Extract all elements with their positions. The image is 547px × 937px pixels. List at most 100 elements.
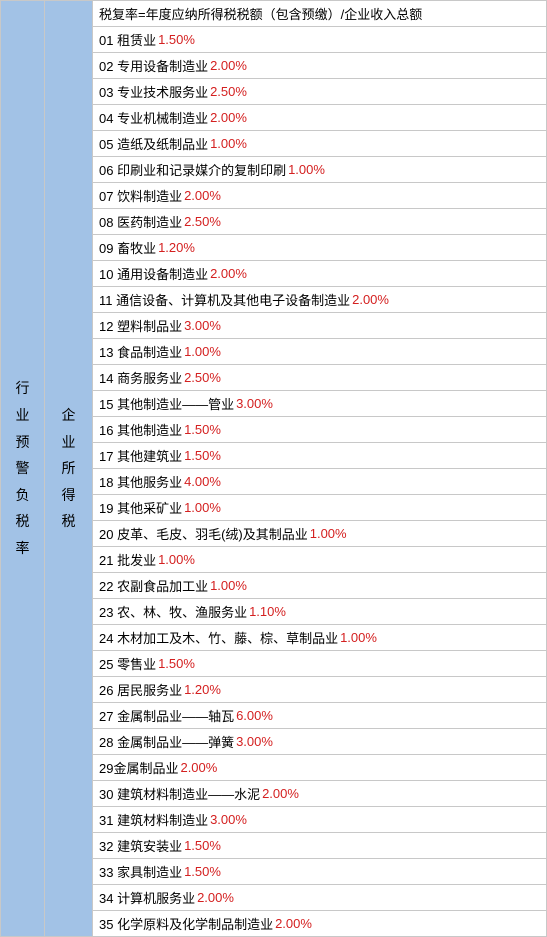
row-label: 11 通信设备、计算机及其他电子设备制造业 bbox=[99, 290, 350, 309]
row-rate: 2.50% bbox=[184, 370, 221, 385]
vertical-char: 率 bbox=[16, 535, 30, 562]
tax-type-column: 企业所得税 bbox=[44, 0, 92, 937]
table-row: 22 农副食品加工业 1.00% bbox=[92, 572, 547, 598]
table-row: 28 金属制品业——弹簧 3.00% bbox=[92, 728, 547, 754]
row-rate: 2.00% bbox=[197, 890, 234, 905]
row-label: 08 医药制造业 bbox=[99, 212, 182, 231]
vertical-char: 税 bbox=[16, 508, 30, 535]
table-row: 17 其他建筑业 1.50% bbox=[92, 442, 547, 468]
row-label: 12 塑料制品业 bbox=[99, 316, 182, 335]
vertical-char: 负 bbox=[16, 482, 30, 509]
table-row: 04 专业机械制造业 2.00% bbox=[92, 104, 547, 130]
row-label: 34 计算机服务业 bbox=[99, 888, 195, 907]
row-rate: 2.00% bbox=[262, 786, 299, 801]
row-rate: 1.50% bbox=[184, 422, 221, 437]
vertical-char: 警 bbox=[16, 455, 30, 482]
category-label-column: 行业预警负税率 bbox=[0, 0, 44, 937]
row-rate: 1.00% bbox=[210, 136, 247, 151]
row-rate: 2.50% bbox=[210, 84, 247, 99]
vertical-char: 业 bbox=[62, 429, 76, 456]
row-label: 05 造纸及纸制品业 bbox=[99, 134, 208, 153]
row-label: 09 畜牧业 bbox=[99, 238, 156, 257]
row-label: 29金属制品业 bbox=[99, 758, 178, 777]
table-row: 13 食品制造业 1.00% bbox=[92, 338, 547, 364]
table-row: 15 其他制造业——管业 3.00% bbox=[92, 390, 547, 416]
row-rate: 2.00% bbox=[180, 760, 217, 775]
row-label: 15 其他制造业——管业 bbox=[99, 394, 234, 413]
row-label: 23 农、林、牧、渔服务业 bbox=[99, 602, 247, 621]
row-rate: 1.00% bbox=[310, 526, 347, 541]
row-rate: 1.00% bbox=[288, 162, 325, 177]
table-row: 06 印刷业和记录媒介的复制印刷 1.00% bbox=[92, 156, 547, 182]
row-rate: 1.20% bbox=[158, 240, 195, 255]
vertical-char: 预 bbox=[16, 429, 30, 456]
formula-header: 税复率=年度应纳所得税税额（包含预缴）/企业收入总额 bbox=[92, 0, 547, 26]
row-label: 32 建筑安装业 bbox=[99, 836, 182, 855]
row-rate: 2.00% bbox=[210, 110, 247, 125]
table-row: 05 造纸及纸制品业 1.00% bbox=[92, 130, 547, 156]
row-rate: 3.00% bbox=[184, 318, 221, 333]
row-label: 03 专业技术服务业 bbox=[99, 82, 208, 101]
row-rate: 1.50% bbox=[184, 864, 221, 879]
row-label: 07 饮料制造业 bbox=[99, 186, 182, 205]
table-row: 24 木材加工及木、竹、藤、棕、草制品业 1.00% bbox=[92, 624, 547, 650]
row-rate: 1.00% bbox=[184, 500, 221, 515]
row-label: 26 居民服务业 bbox=[99, 680, 182, 699]
table-row: 21 批发业 1.00% bbox=[92, 546, 547, 572]
row-label: 28 金属制品业——弹簧 bbox=[99, 732, 234, 751]
table-row: 33 家具制造业 1.50% bbox=[92, 858, 547, 884]
table-row: 23 农、林、牧、渔服务业 1.10% bbox=[92, 598, 547, 624]
row-rate: 2.00% bbox=[210, 58, 247, 73]
row-label: 13 食品制造业 bbox=[99, 342, 182, 361]
row-label: 21 批发业 bbox=[99, 550, 156, 569]
table-row: 11 通信设备、计算机及其他电子设备制造业 2.00% bbox=[92, 286, 547, 312]
row-label: 33 家具制造业 bbox=[99, 862, 182, 881]
row-label: 19 其他采矿业 bbox=[99, 498, 182, 517]
row-label: 17 其他建筑业 bbox=[99, 446, 182, 465]
vertical-char: 得 bbox=[62, 482, 76, 509]
row-rate: 1.50% bbox=[184, 838, 221, 853]
table-row: 01 租赁业 1.50% bbox=[92, 26, 547, 52]
vertical-char: 所 bbox=[62, 455, 76, 482]
row-rate: 1.50% bbox=[184, 448, 221, 463]
table-row: 25 零售业 1.50% bbox=[92, 650, 547, 676]
category-label: 行业预警负税率 bbox=[16, 375, 30, 561]
row-label: 04 专业机械制造业 bbox=[99, 108, 208, 127]
row-rate: 2.00% bbox=[210, 266, 247, 281]
row-label: 30 建筑材料制造业——水泥 bbox=[99, 784, 260, 803]
row-label: 06 印刷业和记录媒介的复制印刷 bbox=[99, 160, 286, 179]
row-label: 01 租赁业 bbox=[99, 30, 156, 49]
table-row: 32 建筑安装业 1.50% bbox=[92, 832, 547, 858]
table-row: 29金属制品业 2.00% bbox=[92, 754, 547, 780]
row-rate: 1.20% bbox=[184, 682, 221, 697]
row-rate: 1.00% bbox=[210, 578, 247, 593]
row-rate: 1.00% bbox=[158, 552, 195, 567]
vertical-char: 税 bbox=[62, 508, 76, 535]
table-row: 18 其他服务业 4.00% bbox=[92, 468, 547, 494]
row-label: 02 专用设备制造业 bbox=[99, 56, 208, 75]
row-label: 27 金属制品业——轴瓦 bbox=[99, 706, 234, 725]
row-label: 20 皮革、毛皮、羽毛(绒)及其制品业 bbox=[99, 524, 308, 543]
row-rate: 2.00% bbox=[275, 916, 312, 931]
row-rate: 3.00% bbox=[210, 812, 247, 827]
row-label: 24 木材加工及木、竹、藤、棕、草制品业 bbox=[99, 628, 338, 647]
row-rate: 2.50% bbox=[184, 214, 221, 229]
row-rate: 1.00% bbox=[340, 630, 377, 645]
row-label: 16 其他制造业 bbox=[99, 420, 182, 439]
row-label: 18 其他服务业 bbox=[99, 472, 182, 491]
row-rate: 1.50% bbox=[158, 656, 195, 671]
table-row: 30 建筑材料制造业——水泥 2.00% bbox=[92, 780, 547, 806]
row-label: 31 建筑材料制造业 bbox=[99, 810, 208, 829]
vertical-char: 业 bbox=[16, 402, 30, 429]
table-row: 02 专用设备制造业 2.00% bbox=[92, 52, 547, 78]
table-row: 07 饮料制造业 2.00% bbox=[92, 182, 547, 208]
row-rate: 3.00% bbox=[236, 734, 273, 749]
row-rate: 4.00% bbox=[184, 474, 221, 489]
row-rate: 1.50% bbox=[158, 32, 195, 47]
data-column: 税复率=年度应纳所得税税额（包含预缴）/企业收入总额 01 租赁业 1.50%0… bbox=[92, 0, 547, 937]
tax-type-label: 企业所得税 bbox=[62, 402, 76, 535]
vertical-char: 行 bbox=[16, 375, 30, 402]
table-row: 31 建筑材料制造业 3.00% bbox=[92, 806, 547, 832]
row-rate: 1.10% bbox=[249, 604, 286, 619]
table-row: 12 塑料制品业 3.00% bbox=[92, 312, 547, 338]
